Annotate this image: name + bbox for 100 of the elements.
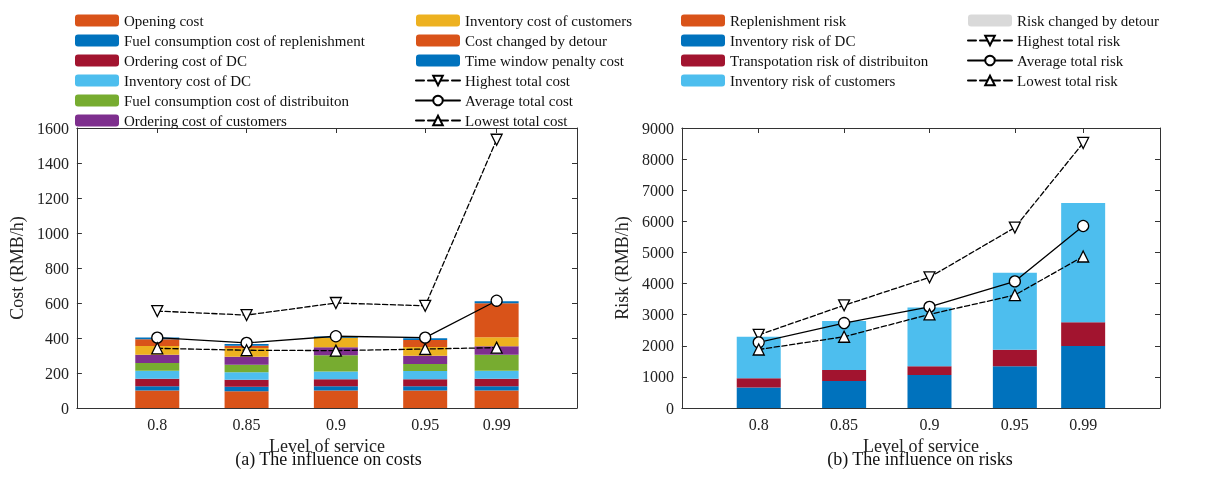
bar	[403, 379, 448, 387]
x-tick-label: 0.95	[1000, 415, 1029, 433]
y-tick-label: 1200	[36, 189, 69, 207]
legend-label: Time window penalty cost	[465, 52, 625, 69]
bar	[907, 366, 952, 376]
bar	[992, 366, 1037, 408]
legend-label: Inventory risk of DC	[730, 32, 856, 49]
point	[837, 316, 851, 330]
point	[151, 342, 164, 355]
bar	[822, 370, 867, 381]
bar	[224, 386, 269, 392]
point	[490, 133, 503, 146]
point	[240, 308, 253, 322]
legend-label: Highest total cost	[465, 72, 571, 89]
bar	[313, 386, 358, 391]
point	[1077, 136, 1090, 150]
x-tick-label: 0.99	[1069, 415, 1098, 433]
bar	[313, 390, 358, 408]
point	[329, 296, 343, 310]
legend-label: Ordering cost of DC	[124, 52, 247, 69]
bar	[992, 272, 1037, 350]
legend-label: Fuel consumption cost of replenishment	[124, 32, 366, 49]
point	[1077, 250, 1090, 263]
legend-label: Replenishment risk	[730, 12, 847, 29]
bar	[474, 337, 519, 347]
legend-label: Ordering cost of customers	[124, 112, 288, 129]
bar	[403, 355, 448, 365]
x-tick-label: 0.8	[147, 415, 168, 433]
legend-label: Lowest total risk	[1017, 72, 1119, 89]
x-tick-label: 0.85	[830, 415, 859, 433]
bar	[313, 379, 358, 387]
point	[490, 294, 503, 307]
bar	[736, 387, 781, 408]
point	[837, 299, 851, 312]
x-tick-label: 0.99	[482, 415, 511, 433]
legend-label: Opening cost	[124, 12, 205, 29]
y-tick-label: 2000	[641, 337, 674, 355]
y-tick-label: 800	[44, 259, 69, 277]
x-tick-label: 0.9	[919, 415, 940, 433]
y-tick-label: 200	[44, 364, 69, 382]
legend-label: Cost changed by detour	[465, 32, 608, 49]
bar	[403, 386, 448, 391]
point	[151, 331, 164, 344]
legend-label: Inventory cost of DC	[124, 72, 252, 89]
y-tick-label: 8000	[641, 150, 674, 168]
point	[419, 342, 432, 356]
y-tick-label: 9000	[641, 119, 674, 137]
bar	[313, 355, 358, 372]
bar	[224, 372, 269, 380]
legend-label: Average total risk	[1017, 52, 1124, 69]
y-tick-label: 1000	[36, 224, 69, 242]
x-tick-label: 0.95	[411, 415, 440, 433]
bar	[403, 390, 448, 408]
point	[1077, 219, 1090, 233]
y-tick-label: 600	[44, 294, 69, 312]
point	[1008, 288, 1022, 302]
bar	[135, 378, 180, 387]
x-tick-label: 0.85	[232, 415, 261, 433]
bar	[1061, 346, 1106, 408]
bar	[822, 380, 867, 408]
bar	[474, 386, 519, 391]
bar	[474, 354, 519, 371]
y-tick-label: 3000	[641, 306, 674, 324]
y-tick-label: 1400	[36, 154, 69, 172]
bar	[135, 363, 180, 371]
y-axis-title: Cost (RMB/h)	[7, 216, 28, 320]
point	[923, 271, 936, 284]
bar	[135, 390, 180, 408]
y-tick-label: 0	[60, 399, 69, 417]
x-tick-label: 0.8	[748, 415, 769, 433]
bar	[1061, 202, 1106, 323]
bar	[224, 364, 269, 373]
bar	[403, 371, 448, 380]
point	[490, 341, 503, 354]
bar	[224, 391, 269, 408]
y-tick-label: 4000	[641, 275, 674, 293]
point	[837, 330, 851, 343]
bar	[135, 386, 180, 391]
point	[752, 343, 765, 356]
legend-label: Risk changed by detour	[1017, 12, 1160, 29]
point	[151, 304, 164, 318]
legend-label: Highest total risk	[1017, 32, 1121, 49]
point	[329, 344, 343, 357]
bar	[313, 371, 358, 380]
legend-label: Fuel consumption cost of distribuiton	[124, 92, 350, 109]
bar	[403, 364, 448, 372]
legend-label: Average total cost	[465, 92, 574, 109]
legend-label: Inventory risk of customers	[730, 72, 896, 89]
bar	[736, 378, 781, 388]
y-tick-label: 5000	[641, 243, 674, 261]
bar	[1061, 322, 1106, 347]
legend-label: Inventory cost of customers	[465, 12, 633, 29]
bar	[992, 349, 1037, 367]
bar	[474, 378, 519, 387]
bar	[474, 370, 519, 379]
legend-label: Lowest total cost	[465, 112, 569, 129]
y-tick-label: 1000	[641, 368, 674, 386]
y-tick-label: 0	[665, 399, 674, 417]
x-tick-label: 0.9	[325, 415, 346, 433]
point	[923, 308, 936, 321]
